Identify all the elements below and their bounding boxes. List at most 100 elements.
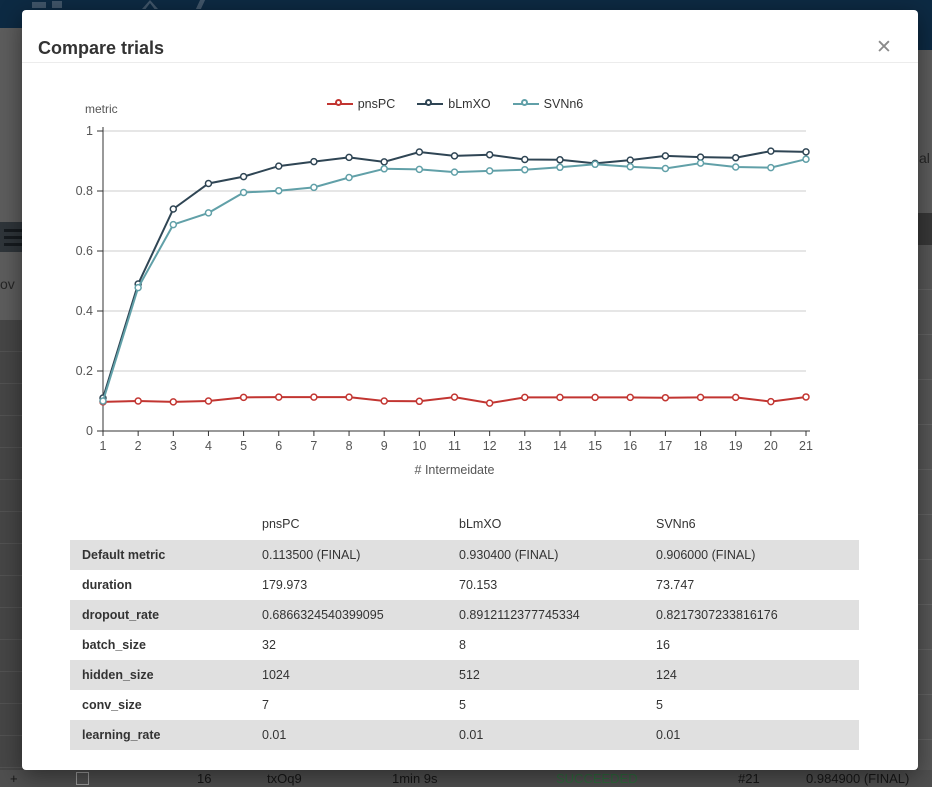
svg-text:7: 7 xyxy=(310,439,317,453)
data-point xyxy=(450,152,459,160)
data-point xyxy=(239,393,248,402)
line-series-icon xyxy=(512,99,539,109)
modal-title: Compare trials xyxy=(38,38,165,58)
data-point xyxy=(345,393,353,401)
data-point xyxy=(731,153,740,162)
cell-value: 0.8912112377745334 xyxy=(459,608,580,622)
data-point xyxy=(275,186,283,195)
legend-item-SVNn6[interactable]: SVNn6 xyxy=(512,97,584,111)
background-trial-row: + 16 txOq9 1min 9s SUCCEEDED #21 0.98490… xyxy=(0,770,932,787)
logo-fragment-icon xyxy=(32,2,46,8)
row-label: hidden_size xyxy=(82,668,154,682)
table-row: dropout_rate 0.6866324540399095 0.891211… xyxy=(70,600,859,630)
svg-text:13: 13 xyxy=(518,439,532,453)
data-point xyxy=(626,156,634,164)
data-point xyxy=(204,209,213,217)
data-point xyxy=(169,220,178,229)
table-row: duration 179.973 70.153 73.747 xyxy=(70,570,859,600)
data-point xyxy=(767,147,775,155)
legend-label: SVNn6 xyxy=(543,97,584,111)
chart-series-pnsPC xyxy=(99,393,810,407)
background-partial-text: ov xyxy=(0,276,15,292)
svg-text:2: 2 xyxy=(135,439,142,453)
cell-value: 1024 xyxy=(262,668,290,682)
data-point xyxy=(521,393,529,402)
data-point xyxy=(380,397,388,405)
trial-status-badge: SUCCEEDED xyxy=(556,771,638,786)
data-point xyxy=(380,158,388,166)
expand-row-icon: + xyxy=(10,771,18,786)
legend-item-pnsPC[interactable]: pnsPC xyxy=(326,97,396,111)
cell-value: 0.8217307233816176 xyxy=(656,608,778,622)
row-label: dropout_rate xyxy=(82,608,160,622)
trial-intermediate-count: #21 xyxy=(738,771,760,786)
trial-sequence-id: 16 xyxy=(197,771,212,786)
data-point xyxy=(731,163,740,171)
data-point xyxy=(802,148,810,156)
data-point xyxy=(239,172,248,181)
data-point xyxy=(731,393,740,402)
logo-fragment-icon xyxy=(195,0,206,9)
svg-text:0.6: 0.6 xyxy=(76,244,93,258)
data-point xyxy=(275,162,283,170)
svg-text:5: 5 xyxy=(240,439,247,453)
data-point xyxy=(204,397,213,405)
svg-text:19: 19 xyxy=(729,439,743,453)
close-icon[interactable]: ✕ xyxy=(876,37,892,58)
data-point xyxy=(626,393,634,402)
svg-text:3: 3 xyxy=(170,439,177,453)
data-point xyxy=(345,173,353,182)
data-point xyxy=(239,188,248,197)
svg-text:0.4: 0.4 xyxy=(76,304,93,318)
data-point xyxy=(450,393,459,401)
data-point xyxy=(485,399,494,407)
cell-value: 0.01 xyxy=(656,728,681,742)
data-point xyxy=(661,393,670,402)
cell-value: 70.153 xyxy=(459,578,498,592)
data-point xyxy=(380,165,388,173)
data-point xyxy=(275,393,283,401)
svg-text:9: 9 xyxy=(381,439,388,453)
legend-item-bLmXO[interactable]: bLmXO xyxy=(417,97,491,111)
column-header-trial: bLmXO xyxy=(459,517,502,531)
line-series-icon xyxy=(417,99,444,109)
background-right-rows xyxy=(918,245,932,770)
data-point xyxy=(802,155,810,163)
cell-value: 73.747 xyxy=(656,578,695,592)
data-point xyxy=(521,165,529,174)
compare-trials-modal: Compare trials ✕ metric pnsPC bLmXO SVNn… xyxy=(22,10,918,770)
cell-value: 32 xyxy=(262,638,276,652)
data-point xyxy=(485,150,494,159)
legend-label: pnsPC xyxy=(357,97,396,111)
data-point xyxy=(345,153,353,162)
line-series-icon xyxy=(326,99,353,109)
data-point xyxy=(661,164,670,173)
data-point xyxy=(415,397,424,406)
background-partial-text-right: al xyxy=(919,150,930,166)
modal-header: Compare trials ✕ xyxy=(22,10,918,63)
trial-default-metric: 0.984900 (FINAL) xyxy=(806,771,910,786)
svg-text:1: 1 xyxy=(100,439,107,453)
table-row: Default metric 0.113500 (FINAL) 0.930400… xyxy=(70,540,859,570)
cell-value: 179.973 xyxy=(262,578,308,592)
cell-value: 0.01 xyxy=(459,728,484,742)
data-point xyxy=(134,397,142,405)
svg-text:12: 12 xyxy=(483,439,497,453)
svg-text:14: 14 xyxy=(553,439,567,453)
svg-text:10: 10 xyxy=(412,439,426,453)
cell-value: 0.906000 (FINAL) xyxy=(656,548,756,562)
data-point xyxy=(802,393,810,401)
svg-text:# Intermeidate: # Intermeidate xyxy=(415,463,495,477)
cell-value: 0.6866324540399095 xyxy=(262,608,384,622)
data-point xyxy=(99,397,107,405)
row-label: batch_size xyxy=(82,638,146,652)
svg-text:17: 17 xyxy=(658,439,672,453)
row-label: Default metric xyxy=(82,548,166,562)
data-point xyxy=(485,167,494,175)
chart-y-axis-title: metric xyxy=(85,102,118,116)
data-point xyxy=(169,205,178,213)
svg-text:0.8: 0.8 xyxy=(76,184,93,198)
data-point xyxy=(696,153,705,161)
cell-value: 0.930400 (FINAL) xyxy=(459,548,559,562)
table-header-row: pnsPC bLmXO SVNn6 xyxy=(70,508,859,540)
